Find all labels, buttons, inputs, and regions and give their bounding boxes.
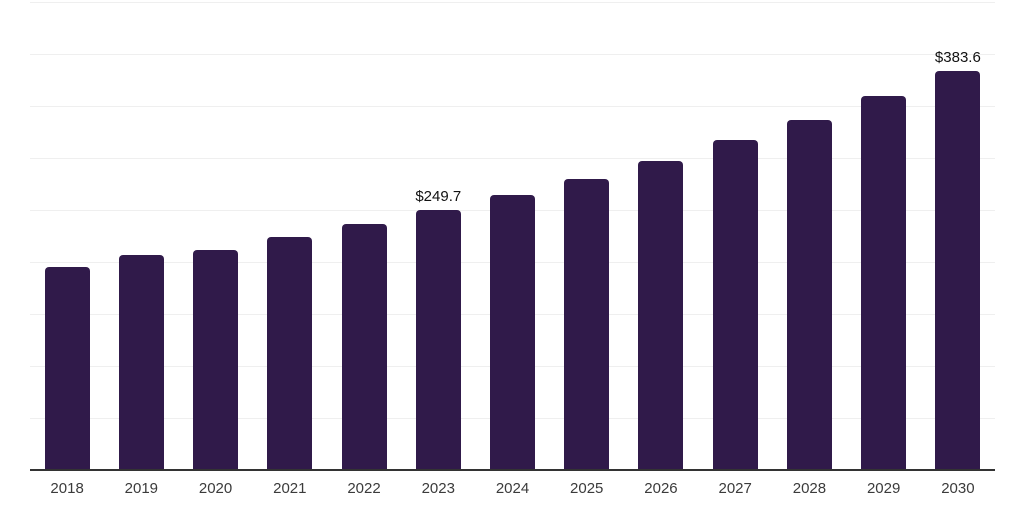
x-tick-label-2030: 2030 bbox=[941, 480, 975, 497]
x-tick-label-2023: 2023 bbox=[421, 480, 455, 497]
bar-2027[interactable] bbox=[712, 140, 758, 470]
bar-2021[interactable] bbox=[267, 237, 313, 470]
bar-2020[interactable] bbox=[193, 250, 239, 470]
x-tick-label-2021: 2021 bbox=[273, 480, 307, 497]
x-tick-label-2018: 2018 bbox=[50, 480, 84, 497]
bar-2026[interactable] bbox=[638, 160, 684, 470]
bar-2028[interactable] bbox=[786, 119, 832, 470]
x-axis-labels: 2018 2019 2020 2021 2022 2023 2024 2025 2026 2027… bbox=[30, 480, 995, 504]
bar-2025[interactable] bbox=[564, 178, 610, 470]
bar-value-label-2023: $249.7 bbox=[415, 188, 462, 206]
x-tick-label-2020: 2020 bbox=[198, 480, 233, 497]
bar-2018[interactable] bbox=[44, 266, 90, 470]
x-axis-line bbox=[30, 469, 995, 471]
x-tick-label-2024: 2024 bbox=[495, 480, 530, 497]
gridline-350 bbox=[30, 106, 995, 107]
x-tick-label-2027: 2027 bbox=[718, 480, 752, 497]
x-tick-label-2026: 2026 bbox=[644, 480, 678, 497]
bar-2029[interactable] bbox=[861, 96, 907, 470]
x-tick-label-2025: 2025 bbox=[570, 480, 604, 497]
gridline-400 bbox=[30, 54, 995, 55]
x-tick-label-2029: 2029 bbox=[866, 480, 901, 497]
bar-2022[interactable] bbox=[341, 224, 387, 470]
bar-2024[interactable] bbox=[490, 195, 535, 470]
gridline-300 bbox=[30, 158, 995, 159]
bar-2019[interactable] bbox=[118, 254, 164, 470]
bar-2023[interactable] bbox=[415, 210, 461, 470]
x-tick-label-2019: 2019 bbox=[124, 480, 159, 497]
x-tick-label-2028: 2028 bbox=[792, 480, 827, 497]
plot-area: $249.7 $383.6 bbox=[30, 2, 995, 470]
bar-2030[interactable] bbox=[935, 71, 981, 470]
bar-value-label-2030: $383.6 bbox=[934, 49, 981, 67]
x-tick-label-2022: 2022 bbox=[347, 480, 381, 497]
gridline-450 bbox=[30, 2, 995, 3]
